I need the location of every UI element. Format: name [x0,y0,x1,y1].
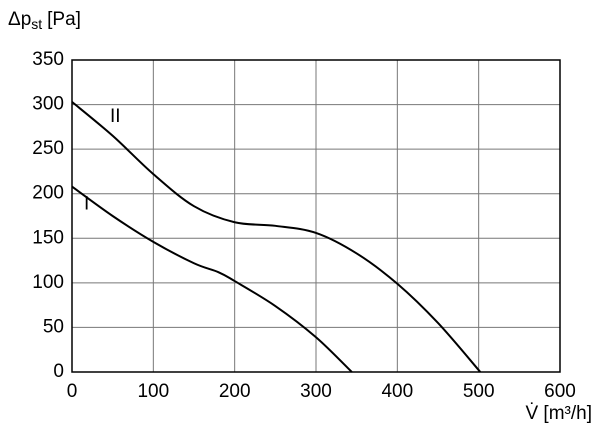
y-tick-label: 100 [32,272,64,293]
x-axis-label: V̇ [m³/h] [525,403,592,424]
x-tick-label: 100 [137,381,169,402]
y-axis-label: Δpst [Pa] [8,9,81,32]
curve [71,101,482,373]
y-label-sub: st [31,16,42,32]
x-tick-label: 0 [67,381,78,402]
y-label-unit: [Pa] [47,9,81,30]
x-tick-label: 200 [219,381,251,402]
y-tick-label: 200 [32,183,64,204]
curve-label: II [110,106,121,127]
curve-label: I [84,194,89,215]
curve [71,185,353,373]
plot-frame [71,59,561,373]
y-tick-label: 0 [53,361,64,382]
y-label-main: Δp [8,9,31,30]
x-tick-label: 600 [544,381,576,402]
x-tick-label: 300 [300,381,332,402]
y-tick-label: 50 [43,316,64,337]
y-tick-label: 300 [32,94,64,115]
y-tick-label: 150 [32,227,64,248]
y-tick-label: 350 [32,49,64,70]
x-tick-label: 500 [463,381,495,402]
y-tick-label: 250 [32,138,64,159]
x-tick-label: 400 [381,381,413,402]
